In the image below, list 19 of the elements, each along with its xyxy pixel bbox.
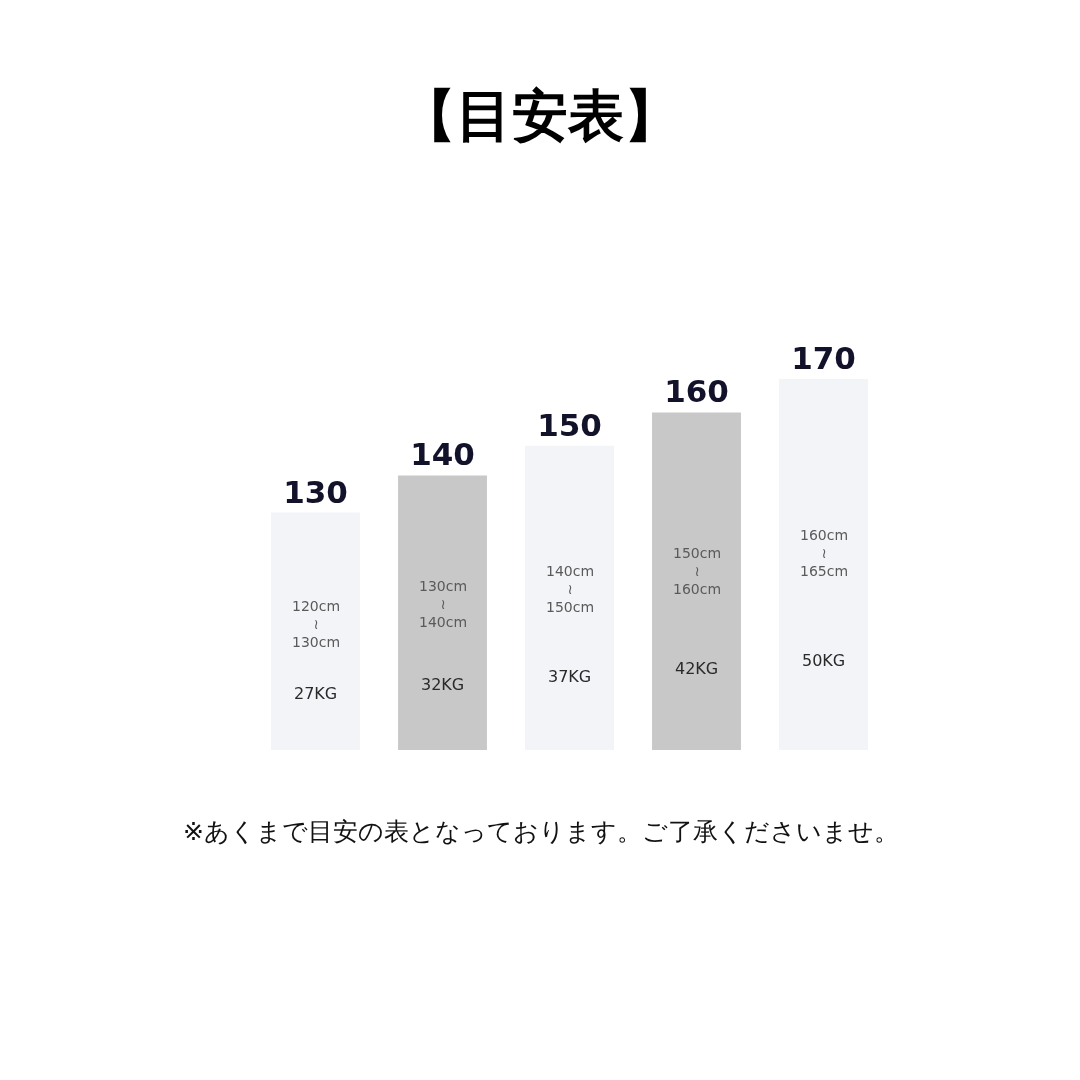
x-tick-label: 160 <box>664 373 729 410</box>
annotation: 160cm ≀ 165cm <box>800 527 849 580</box>
x-tick-label: 170 <box>791 340 856 376</box>
bar <box>398 475 487 750</box>
bar <box>652 412 741 750</box>
x-tick-label: 140 <box>410 436 475 473</box>
annotation: 32KG <box>421 675 465 694</box>
chart-title: 【目安表】 <box>400 82 680 148</box>
annotation: 27KG <box>294 684 338 703</box>
annotation: 150cm ≀ 160cm <box>673 545 722 598</box>
x-tick-label: 150 <box>537 406 602 443</box>
annotation: 130cm ≀ 140cm <box>419 578 468 631</box>
x-tick-label: 130 <box>283 473 348 510</box>
annotation: 50KG <box>802 651 846 670</box>
text: ※あくまで目安の表となっております。ご了承くださいませ。 <box>183 817 899 846</box>
annotation: 120cm ≀ 130cm <box>292 598 341 651</box>
annotation: 42KG <box>675 659 719 678</box>
annotation: 37KG <box>548 667 592 686</box>
annotation: 140cm ≀ 150cm <box>546 563 595 616</box>
